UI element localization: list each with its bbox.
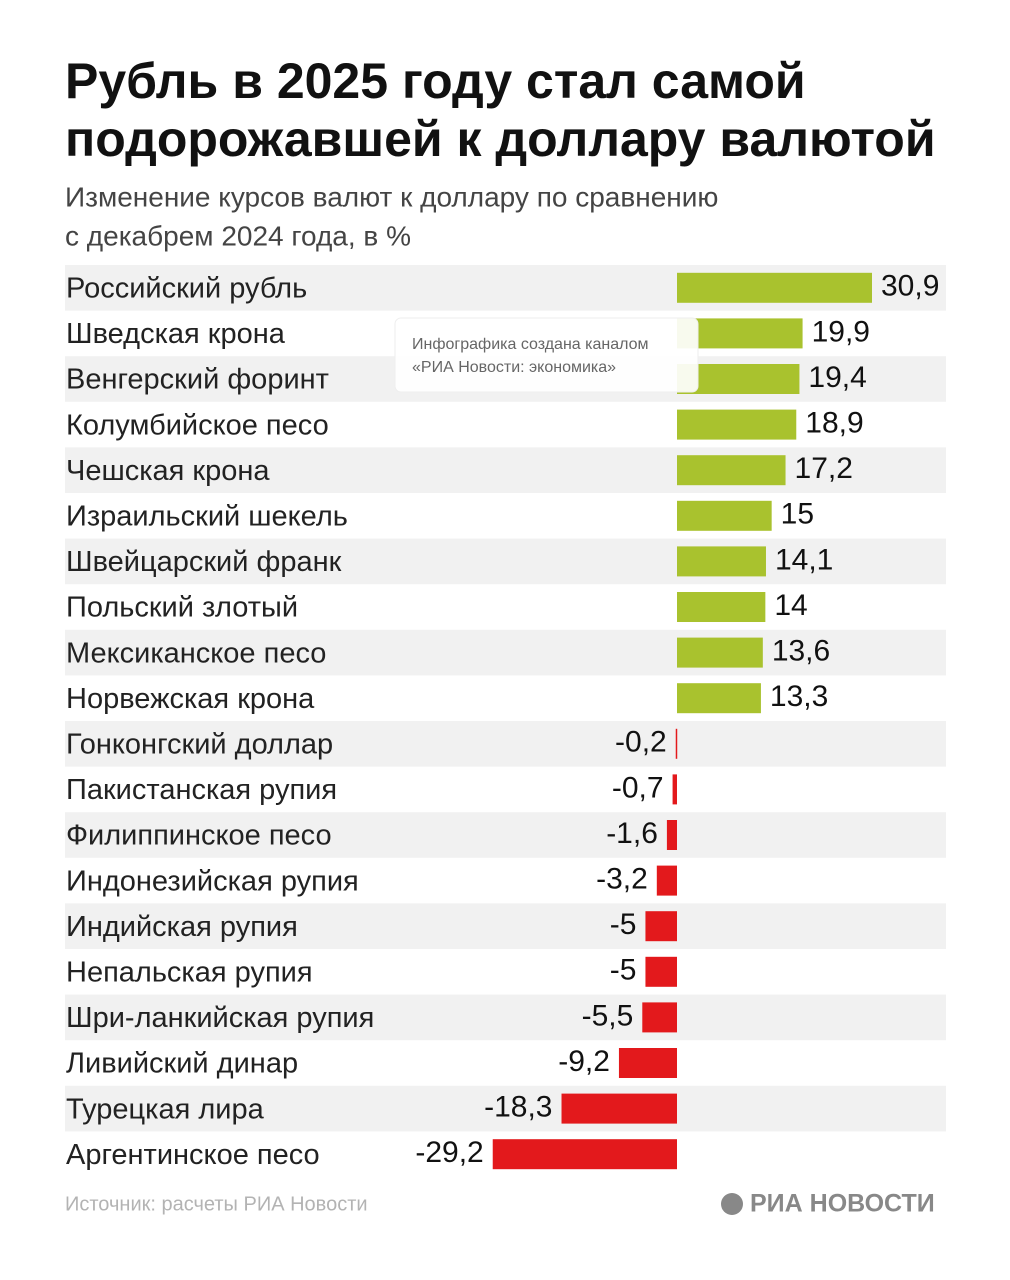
value-label: 18,9 bbox=[805, 407, 863, 440]
category-label: Филиппинское песо bbox=[66, 820, 332, 852]
chart-subtitle: с декабрем 2024 года, в % bbox=[65, 220, 411, 251]
value-label: 15 bbox=[781, 498, 814, 531]
category-label: Пакистанская рупия bbox=[66, 774, 337, 806]
category-label: Турецкая лира bbox=[66, 1093, 265, 1125]
row-band bbox=[65, 538, 946, 585]
category-label: Венгерский форинт bbox=[66, 364, 329, 396]
bar bbox=[675, 728, 678, 759]
row-band bbox=[65, 812, 946, 858]
row-band bbox=[65, 721, 946, 767]
row-band bbox=[65, 903, 946, 949]
logo: РИА НОВОСТИ bbox=[721, 1190, 935, 1218]
bars: Российский рубль 30,9 Шведская крона 19,9 Ве… bbox=[66, 270, 939, 1171]
value-label: -29,2 bbox=[415, 1136, 483, 1169]
value-label: 14,1 bbox=[775, 543, 833, 576]
bar bbox=[677, 500, 772, 531]
bar bbox=[677, 683, 761, 714]
category-label: Непальская рупия bbox=[66, 956, 313, 988]
bar bbox=[672, 774, 677, 805]
category-label: Колумбийское песо bbox=[66, 409, 329, 441]
bar bbox=[492, 1139, 677, 1170]
chart-title: Рубль в 2025 году стал самой bbox=[65, 53, 806, 109]
value-label: -5 bbox=[610, 954, 637, 987]
chart-subtitle: Изменение курсов валют к доллару по срав… bbox=[65, 181, 718, 212]
watermark: Инфографика создана каналом «РИА Новости… bbox=[394, 317, 699, 393]
value-label: -3,2 bbox=[596, 863, 648, 896]
row-band bbox=[65, 994, 946, 1041]
bar bbox=[645, 956, 677, 987]
category-label: Аргентинское песо bbox=[66, 1139, 320, 1171]
rows bbox=[65, 265, 946, 1132]
category-label: Норвежская крона bbox=[66, 683, 315, 715]
source: Источник: расчеты РИА Новости bbox=[65, 1193, 368, 1215]
row-band bbox=[65, 629, 946, 676]
bar bbox=[677, 272, 872, 303]
logo-icon bbox=[721, 1193, 743, 1215]
watermark-text: «РИА Новости: экономика» bbox=[412, 359, 616, 376]
watermark-box bbox=[394, 317, 699, 393]
value-label: -0,7 bbox=[612, 771, 664, 804]
value-label: 17,2 bbox=[795, 452, 853, 485]
bar bbox=[645, 911, 677, 942]
value-label: -9,2 bbox=[558, 1045, 610, 1078]
category-label: Гонконгский доллар bbox=[66, 728, 333, 760]
logo-text: РИА НОВОСТИ bbox=[750, 1190, 935, 1218]
row-band bbox=[65, 447, 946, 493]
category-label: Швейцарский франк bbox=[66, 546, 342, 578]
category-label: Шведская крона bbox=[66, 318, 286, 350]
chart-title: подорожавшей к доллару валютой bbox=[65, 111, 936, 167]
value-label: 14 bbox=[774, 589, 807, 622]
category-label: Индонезийская рупия bbox=[66, 865, 359, 897]
value-label: -5 bbox=[610, 908, 637, 941]
bar bbox=[677, 455, 786, 486]
value-label: -5,5 bbox=[582, 999, 634, 1032]
value-label: 30,9 bbox=[881, 270, 939, 303]
value-label: 19,9 bbox=[812, 315, 870, 348]
bar bbox=[677, 592, 766, 622]
bar bbox=[656, 865, 677, 896]
bar bbox=[618, 1048, 677, 1078]
bar bbox=[677, 637, 763, 668]
category-label: Ливийский динар bbox=[66, 1048, 298, 1080]
category-label: Шри-ланкийская рупия bbox=[66, 1002, 374, 1034]
row-band bbox=[65, 1085, 946, 1132]
value-label: 13,6 bbox=[772, 635, 830, 668]
category-label: Польский злотый bbox=[66, 592, 298, 624]
bar bbox=[666, 820, 677, 850]
bar bbox=[561, 1093, 677, 1124]
value-label: 13,3 bbox=[770, 680, 828, 713]
category-label: Мексиканское песо bbox=[66, 637, 326, 669]
bar bbox=[642, 1002, 677, 1033]
value-label: -1,6 bbox=[606, 817, 658, 850]
category-label: Индийская рупия bbox=[66, 911, 298, 943]
category-label: Чешская крона bbox=[66, 455, 270, 487]
value-label: -0,2 bbox=[615, 726, 667, 759]
bar bbox=[677, 409, 797, 440]
value-label: 19,4 bbox=[808, 361, 866, 394]
category-label: Израильский шекель bbox=[66, 500, 348, 532]
value-label: -18,3 bbox=[484, 1091, 552, 1124]
watermark-text: Инфографика создана каналом bbox=[412, 336, 649, 353]
bar bbox=[677, 546, 766, 577]
category-label: Российский рубль bbox=[66, 272, 307, 304]
